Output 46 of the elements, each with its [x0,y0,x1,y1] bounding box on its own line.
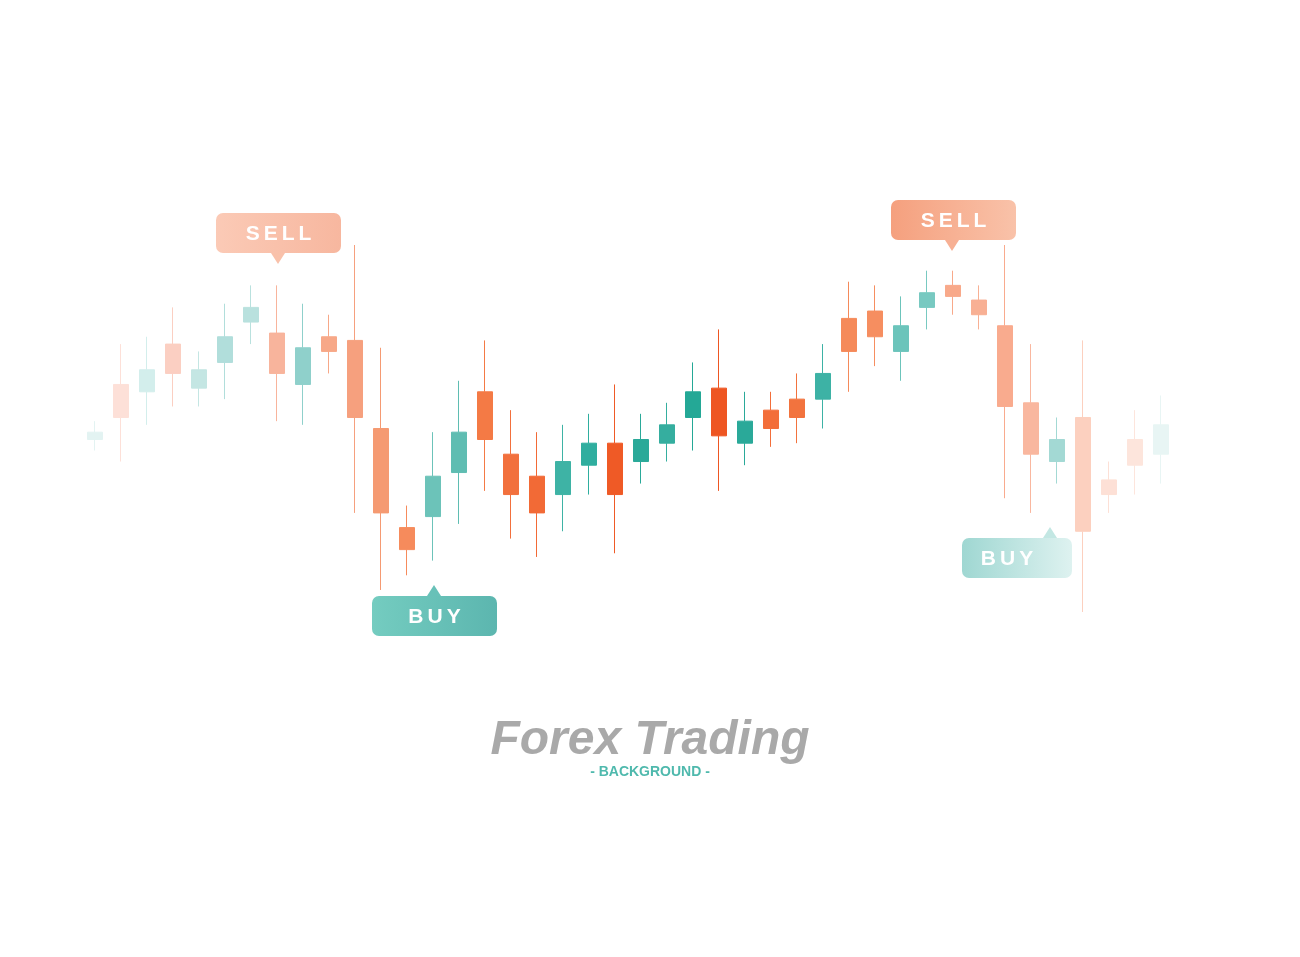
candlestick [243,284,259,345]
candlestick [191,350,207,407]
candlestick [529,431,545,558]
candlestick [711,328,727,492]
candlestick [633,413,649,485]
candlestick [841,281,857,393]
candlestick [789,372,805,444]
candlestick [1127,409,1143,496]
candlestick [295,303,311,426]
candlestick [971,284,987,330]
candlestick [867,284,883,367]
candlestick [113,343,129,463]
candlestick [451,380,467,525]
candlestick [893,295,909,382]
candlestick [503,409,519,540]
candlestick [607,383,623,554]
candlestick [87,420,103,452]
candlestick [269,284,285,422]
candlestick [763,391,779,448]
candlestick [555,424,571,532]
candlestick [659,402,675,463]
candlestick [685,361,701,452]
candlestick [815,343,831,429]
candlestick [347,244,363,514]
candlestick [373,347,389,591]
annotation: BUY [407,604,465,628]
candlestick [997,244,1013,499]
candlestick [217,303,233,400]
candlestick [581,413,597,496]
candlestick [165,306,181,407]
candlestick [1075,339,1091,613]
candlestick [321,314,337,374]
text: SELL [919,208,991,232]
text: - BACKGROUND - [590,763,711,779]
candlestick [737,391,753,466]
candlestick [1023,343,1039,514]
candlestick [945,270,961,316]
annotation: BUY [979,546,1038,570]
text: SELL [244,221,316,245]
candlestick [425,431,441,562]
candlestick [1101,461,1117,514]
candlestick [919,270,935,330]
candlestick [139,336,155,426]
candlestick [399,505,415,576]
candlestick [477,339,493,492]
candlestick [1049,416,1065,485]
